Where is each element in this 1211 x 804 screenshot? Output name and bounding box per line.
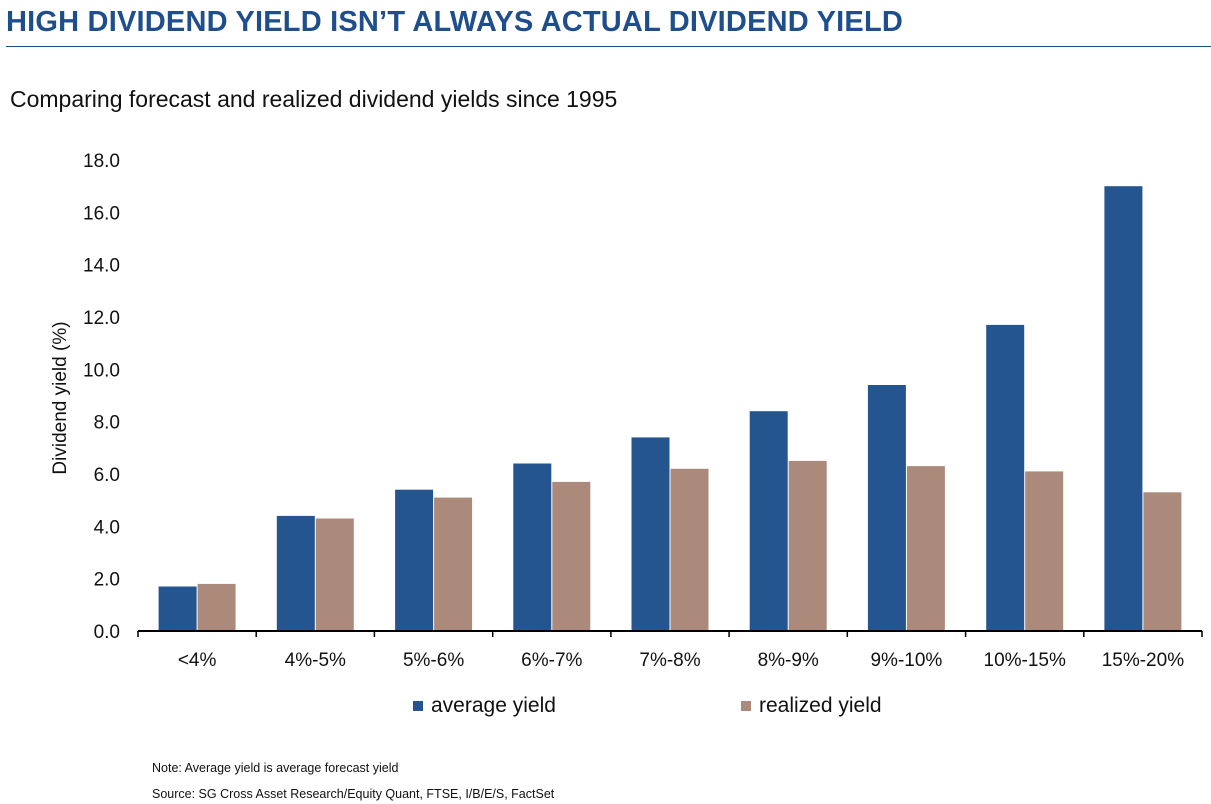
bar-average-8: [1104, 186, 1143, 631]
x-tick-label: 7%-8%: [639, 650, 700, 671]
bar-realized-4: [670, 468, 709, 631]
bar-realized-8: [1143, 492, 1182, 631]
bar-realized-3: [552, 481, 591, 631]
legend-item-realized-yield: realized yield: [741, 694, 882, 718]
y-tick-label: 8.0: [94, 413, 120, 434]
y-tick-label: 4.0: [94, 517, 120, 538]
bar-average-4: [631, 437, 670, 631]
x-tick-label: 8%-9%: [758, 650, 819, 671]
y-tick-label: 16.0: [83, 203, 120, 224]
bar-realized-1: [315, 518, 354, 631]
y-tick-label: 0.0: [94, 622, 120, 643]
x-tick-label: 15%-20%: [1102, 650, 1184, 671]
y-tick-label: 18.0: [83, 151, 120, 172]
footnote-source: Source: SG Cross Asset Research/Equity Q…: [152, 787, 555, 801]
x-tick-label: 6%-7%: [521, 650, 582, 671]
x-tick-label: 5%-6%: [403, 650, 464, 671]
y-tick-label: 12.0: [83, 308, 120, 329]
bar-average-5: [749, 411, 788, 631]
bar-realized-6: [906, 466, 945, 631]
y-tick-label: 10.0: [83, 360, 120, 381]
footnote-note: Note: Average yield is average forecast …: [152, 761, 399, 775]
legend-label-realized-yield: realized yield: [759, 694, 882, 717]
bar-realized-7: [1025, 471, 1064, 631]
title-divider: [6, 46, 1211, 47]
bar-average-2: [395, 489, 434, 631]
bar-average-7: [986, 324, 1025, 631]
x-tick-label: <4%: [178, 650, 217, 671]
y-axis-label: Dividend yield (%): [50, 321, 71, 474]
y-tick-label: 6.0: [94, 465, 120, 486]
legend-swatch-average-yield: [413, 701, 423, 711]
y-tick-label: 2.0: [94, 570, 120, 591]
bar-realized-2: [434, 497, 473, 631]
x-tick-label: 4%-5%: [285, 650, 346, 671]
chart-subtitle: Comparing forecast and realized dividend…: [10, 86, 618, 112]
bar-realized-5: [788, 460, 827, 631]
legend-item-average-yield: average yield: [413, 694, 556, 718]
bar-realized-0: [197, 583, 236, 631]
bar-average-1: [276, 515, 315, 631]
bar-average-0: [158, 586, 197, 631]
bar-average-3: [513, 463, 552, 631]
bar-average-6: [867, 385, 906, 631]
chart-title: HIGH DIVIDEND YIELD ISN’T ALWAYS ACTUAL …: [6, 6, 904, 38]
legend-swatch-realized-yield: [741, 701, 751, 711]
y-tick-label: 14.0: [83, 256, 120, 277]
x-tick-label: 9%-10%: [870, 650, 942, 671]
legend-label-average-yield: average yield: [431, 694, 556, 717]
x-tick-label: 10%-15%: [984, 650, 1066, 671]
